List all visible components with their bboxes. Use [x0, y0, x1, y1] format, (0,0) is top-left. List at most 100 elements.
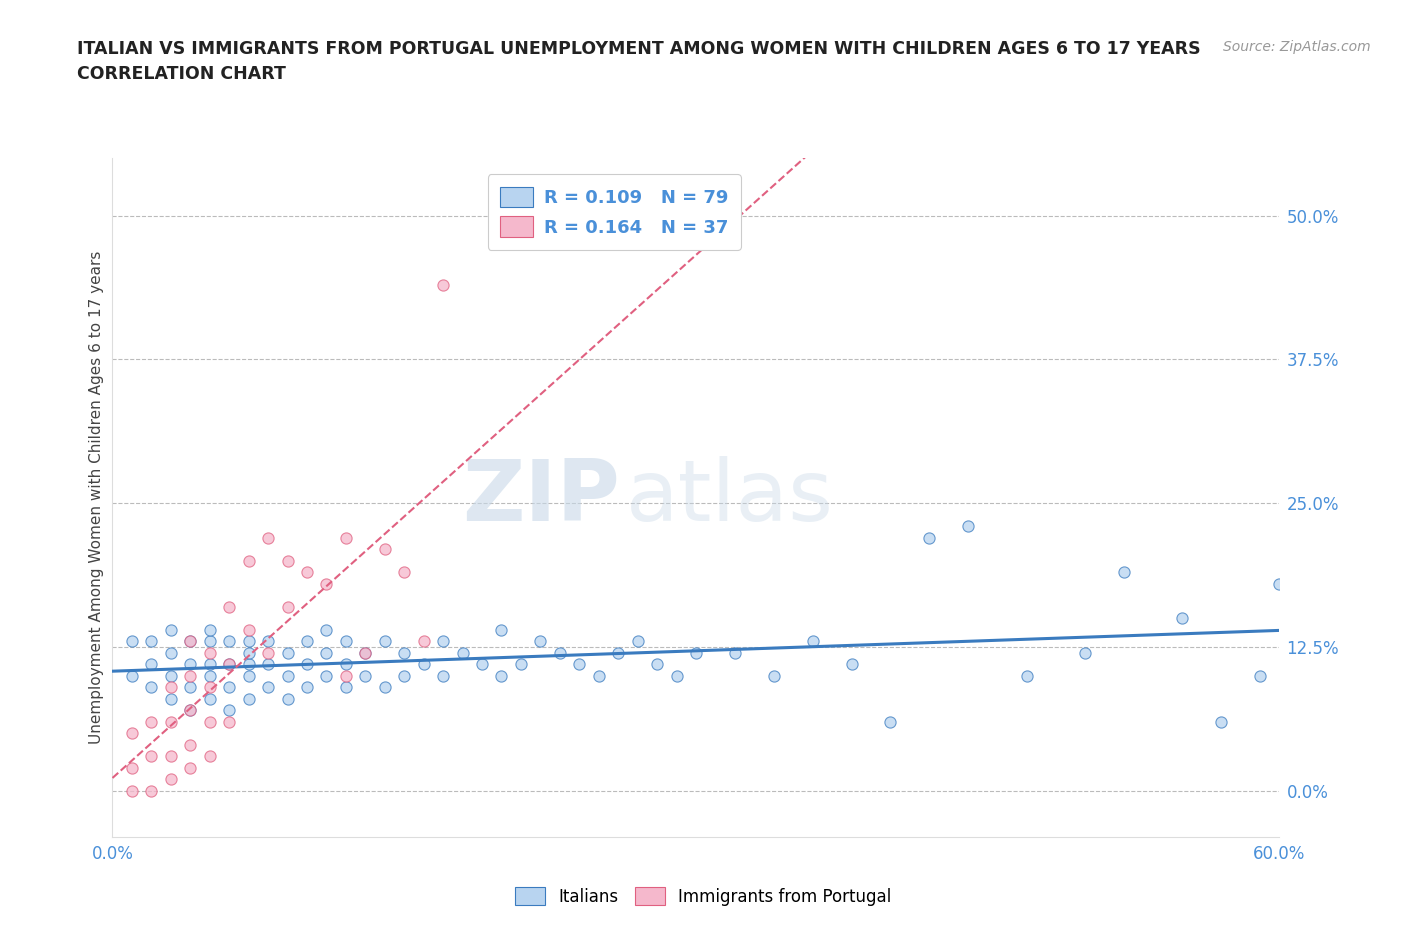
- Point: [238, 692, 260, 707]
- Point: [179, 634, 201, 649]
- Point: [121, 669, 143, 684]
- Point: [315, 645, 337, 660]
- Point: [1074, 645, 1097, 660]
- Point: [491, 669, 513, 684]
- Point: [121, 761, 143, 776]
- Point: [121, 784, 143, 799]
- Point: [315, 577, 337, 591]
- Point: [1015, 669, 1038, 684]
- Point: [179, 657, 201, 671]
- Point: [121, 634, 143, 649]
- Point: [257, 680, 280, 695]
- Point: [276, 692, 298, 707]
- Point: [762, 669, 785, 684]
- Text: CORRELATION CHART: CORRELATION CHART: [77, 65, 287, 83]
- Point: [218, 714, 240, 729]
- Point: [276, 645, 298, 660]
- Point: [432, 634, 454, 649]
- Point: [918, 530, 941, 545]
- Point: [295, 680, 318, 695]
- Point: [141, 657, 163, 671]
- Point: [179, 761, 201, 776]
- Point: [335, 680, 357, 695]
- Point: [548, 645, 571, 660]
- Point: [1171, 611, 1194, 626]
- Point: [179, 703, 201, 718]
- Point: [179, 634, 201, 649]
- Point: [198, 749, 221, 764]
- Point: [198, 669, 221, 684]
- Point: [198, 714, 221, 729]
- Point: [238, 645, 260, 660]
- Point: [238, 634, 260, 649]
- Point: [607, 645, 630, 660]
- Point: [627, 634, 650, 649]
- Point: [179, 680, 201, 695]
- Point: [198, 634, 221, 649]
- Point: [276, 669, 298, 684]
- Point: [335, 669, 357, 684]
- Point: [160, 714, 183, 729]
- Point: [295, 657, 318, 671]
- Point: [315, 669, 337, 684]
- Point: [160, 645, 183, 660]
- Legend: Italians, Immigrants from Portugal: Italians, Immigrants from Portugal: [506, 879, 900, 914]
- Point: [121, 726, 143, 741]
- Point: [392, 669, 416, 684]
- Point: [335, 634, 357, 649]
- Text: ZIP: ZIP: [463, 456, 620, 539]
- Point: [432, 669, 454, 684]
- Point: [218, 703, 240, 718]
- Point: [179, 669, 201, 684]
- Point: [412, 634, 434, 649]
- Point: [1112, 565, 1135, 579]
- Point: [238, 657, 260, 671]
- Point: [451, 645, 474, 660]
- Point: [141, 784, 163, 799]
- Text: atlas: atlas: [626, 456, 834, 539]
- Point: [374, 634, 396, 649]
- Point: [354, 669, 377, 684]
- Point: [218, 634, 240, 649]
- Point: [238, 622, 260, 637]
- Point: [412, 657, 434, 671]
- Text: Source: ZipAtlas.com: Source: ZipAtlas.com: [1223, 40, 1371, 54]
- Point: [238, 553, 260, 568]
- Point: [801, 634, 824, 649]
- Point: [335, 657, 357, 671]
- Point: [160, 622, 183, 637]
- Point: [645, 657, 668, 671]
- Point: [198, 622, 221, 637]
- Point: [160, 772, 183, 787]
- Point: [315, 622, 337, 637]
- Point: [276, 553, 298, 568]
- Point: [218, 680, 240, 695]
- Point: [198, 680, 221, 695]
- Point: [1268, 577, 1291, 591]
- Point: [141, 634, 163, 649]
- Point: [295, 634, 318, 649]
- Point: [491, 622, 513, 637]
- Point: [295, 565, 318, 579]
- Point: [218, 657, 240, 671]
- Point: [1209, 714, 1232, 729]
- Point: [724, 645, 747, 660]
- Point: [141, 680, 163, 695]
- Point: [141, 714, 163, 729]
- Point: [392, 645, 416, 660]
- Point: [198, 692, 221, 707]
- Point: [218, 600, 240, 615]
- Point: [1249, 669, 1271, 684]
- Point: [374, 542, 396, 557]
- Point: [257, 657, 280, 671]
- Point: [374, 680, 396, 695]
- Point: [841, 657, 863, 671]
- Point: [509, 657, 531, 671]
- Point: [257, 530, 280, 545]
- Text: ITALIAN VS IMMIGRANTS FROM PORTUGAL UNEMPLOYMENT AMONG WOMEN WITH CHILDREN AGES : ITALIAN VS IMMIGRANTS FROM PORTUGAL UNEM…: [77, 40, 1201, 58]
- Point: [588, 669, 610, 684]
- Point: [432, 277, 454, 292]
- Point: [198, 657, 221, 671]
- Y-axis label: Unemployment Among Women with Children Ages 6 to 17 years: Unemployment Among Women with Children A…: [89, 251, 104, 744]
- Legend: R = 0.109   N = 79, R = 0.164   N = 37: R = 0.109 N = 79, R = 0.164 N = 37: [488, 174, 741, 250]
